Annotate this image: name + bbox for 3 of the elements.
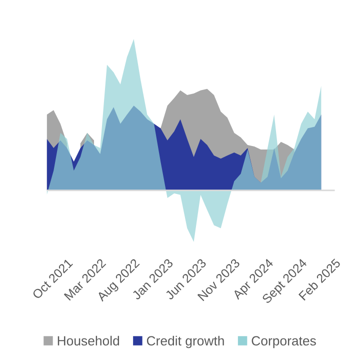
legend-label: Corporates xyxy=(252,336,316,348)
legend-label: Household xyxy=(58,336,120,346)
legend-label: Credit growth xyxy=(146,336,224,348)
